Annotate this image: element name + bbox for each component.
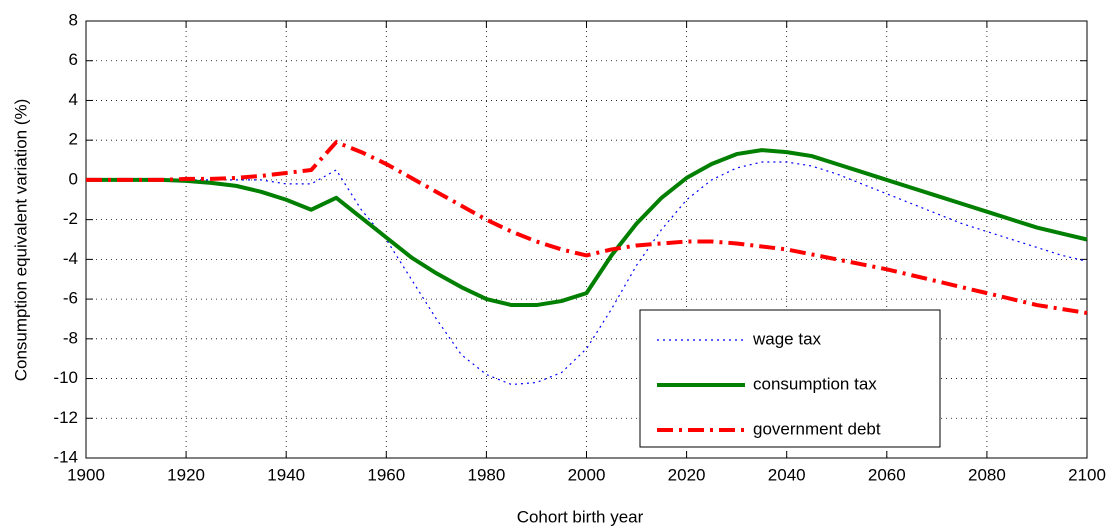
- y-tick-label: -4: [63, 249, 78, 268]
- series-line: [86, 140, 1088, 315]
- y-tick-label: -6: [63, 289, 78, 308]
- y-tick-label: -14: [53, 447, 78, 466]
- legend-box: [639, 309, 941, 448]
- x-tick-label: 2000: [568, 465, 606, 484]
- y-tick-label: -12: [53, 408, 78, 427]
- x-tick-label: 2100: [1068, 465, 1106, 484]
- y-tick-label: -10: [53, 368, 78, 387]
- y-axis-label: Consumption equivalent variation (%): [11, 99, 30, 382]
- legend: wage tax consumption tax government debt: [639, 309, 941, 448]
- y-tick-label: 4: [69, 90, 78, 109]
- x-tick-label: 2020: [668, 465, 706, 484]
- legend-label: consumption tax: [753, 374, 877, 393]
- x-tick-label: 1900: [67, 465, 105, 484]
- x-tick-label: 2080: [968, 465, 1006, 484]
- x-tick-label: 2040: [768, 465, 806, 484]
- x-tick-label: 1920: [167, 465, 205, 484]
- x-axis-label: Cohort birth year: [517, 507, 644, 526]
- y-tick-label: 8: [69, 10, 78, 29]
- y-tick-label: -8: [63, 328, 78, 347]
- x-tick-label: 1960: [367, 465, 405, 484]
- y-tick-label: 2: [69, 130, 78, 149]
- x-tick-label: 2060: [868, 465, 906, 484]
- x-tick-label: 1980: [467, 465, 505, 484]
- y-tick-label: -2: [63, 209, 78, 228]
- series-line: [86, 148, 1088, 308]
- y-tick-label: 0: [69, 169, 78, 188]
- x-tick-label: 1940: [267, 465, 305, 484]
- legend-label: wage tax: [752, 329, 822, 348]
- legend-label: government debt: [753, 419, 881, 438]
- y-tick-label: 6: [69, 50, 78, 69]
